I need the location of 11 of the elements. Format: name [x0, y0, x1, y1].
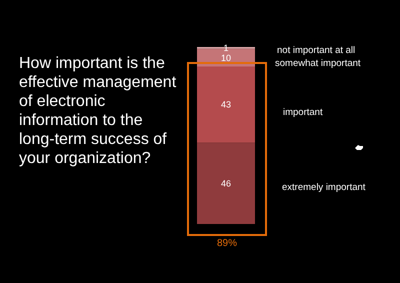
bar — [197, 142, 255, 224]
text: 89% — [216, 238, 238, 249]
data-label: 10 — [220, 52, 232, 63]
text: extremely important — [282, 182, 366, 193]
text: important — [283, 107, 323, 118]
data-label: 46 — [220, 178, 232, 188]
text: How important is the effective management of electronic information to the long-term success of your organization? — [19, 54, 177, 168]
text: not important at all — [277, 45, 356, 56]
text: somewhat important — [275, 58, 361, 69]
bar — [197, 66, 255, 143]
data-label: 43 — [220, 100, 232, 110]
